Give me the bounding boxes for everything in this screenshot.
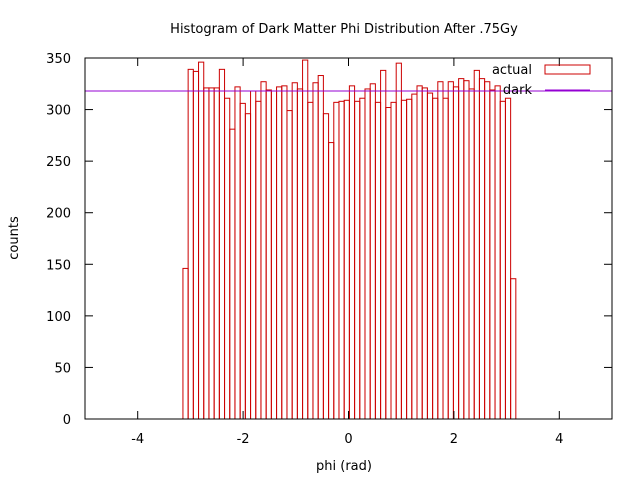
histogram-bar [322, 113, 330, 420]
histogram-bar [494, 85, 501, 420]
plot-frame [84, 57, 613, 420]
histogram-bar [187, 68, 194, 420]
histogram-bar [265, 89, 272, 420]
x-tick-label: -4 [131, 432, 144, 447]
histogram-bar [296, 88, 304, 420]
histogram-bar [359, 97, 366, 420]
y-tick-label: 100 [46, 310, 71, 325]
histogram-bar [504, 97, 512, 420]
histogram-bar [463, 80, 470, 420]
legend: actual dark [492, 63, 591, 98]
histogram-bar [218, 68, 226, 420]
legend-swatch-actual [544, 64, 591, 75]
x-tick-label: 2 [450, 432, 458, 447]
histogram-bars [182, 59, 517, 420]
y-tick-label: 0 [63, 413, 71, 428]
chart-title: Histogram of Dark Matter Phi Distributio… [170, 22, 518, 37]
histogram-bar [421, 87, 428, 420]
x-axis-label: phi (rad) [316, 459, 372, 474]
histogram-bar [276, 86, 283, 420]
histogram-bar [239, 102, 246, 420]
y-tick-label: 200 [46, 207, 71, 222]
histogram-bar [328, 142, 335, 420]
histogram-bar [478, 78, 486, 420]
histogram-bar [260, 81, 267, 420]
histogram-bar [338, 100, 345, 420]
histogram-bar [510, 278, 517, 420]
histogram-bar [354, 100, 361, 420]
histogram-bar [255, 100, 262, 420]
histogram-bar [484, 81, 491, 420]
legend-label-dark: dark [503, 83, 533, 98]
histogram-bar [473, 69, 480, 420]
histogram-bar [406, 98, 413, 420]
histogram-bar [229, 128, 236, 420]
histogram-bar [317, 75, 324, 420]
histogram-bar [395, 62, 402, 420]
histogram-bar [250, 90, 257, 420]
histogram-bar [499, 100, 506, 420]
histogram-bar [198, 61, 205, 420]
histogram-bar [442, 97, 449, 420]
histogram-bar [426, 92, 434, 420]
histogram-bar [369, 83, 376, 420]
y-tick-label: 50 [54, 361, 71, 376]
histogram-bar [432, 97, 439, 420]
histogram-bar [312, 82, 319, 420]
histogram-bar [333, 101, 340, 420]
histogram-bar [400, 99, 408, 420]
y-axis-label: counts [7, 216, 22, 260]
x-tick-label: 0 [344, 432, 352, 447]
histogram-bar [380, 69, 387, 420]
legend-label-actual: actual [492, 63, 532, 78]
x-axis-ticks: -4 -2 0 2 4 [131, 58, 563, 447]
histogram-bar [390, 101, 397, 420]
histogram-bar [411, 93, 418, 420]
histogram-bar [286, 110, 293, 420]
histogram-bar [244, 113, 252, 420]
y-tick-label: 300 [46, 104, 71, 119]
histogram-bar [270, 90, 278, 420]
y-tick-label: 250 [46, 155, 71, 170]
histogram-bar [437, 81, 444, 420]
histogram-bar [364, 88, 371, 420]
histogram-bar [208, 87, 215, 420]
histogram-bar [224, 97, 231, 420]
histogram-bar [489, 89, 496, 420]
y-tick-label: 150 [46, 258, 71, 273]
histogram-bar [447, 81, 454, 420]
x-tick-label: 4 [555, 432, 563, 447]
histogram-bar [374, 101, 382, 420]
histogram-bar [458, 78, 465, 420]
histogram-bar [307, 101, 314, 420]
histogram-bar [468, 88, 475, 420]
histogram-bar [302, 59, 309, 420]
histogram-bar [452, 86, 460, 420]
histogram-bar [291, 82, 298, 420]
histogram-bar [192, 70, 200, 420]
histogram-bar [203, 87, 210, 420]
histogram-bar [416, 85, 423, 420]
y-axis-ticks: 0 50 100 150 200 250 300 350 [46, 52, 612, 428]
histogram-bar [348, 85, 356, 420]
histogram-bar [213, 87, 220, 420]
histogram-bar [385, 107, 392, 420]
histogram-bar [182, 267, 189, 420]
histogram-bar [234, 86, 241, 420]
histogram-bar [343, 99, 350, 420]
x-tick-label: -2 [237, 432, 250, 447]
histogram-bar [281, 85, 288, 420]
y-tick-label: 350 [46, 52, 71, 67]
